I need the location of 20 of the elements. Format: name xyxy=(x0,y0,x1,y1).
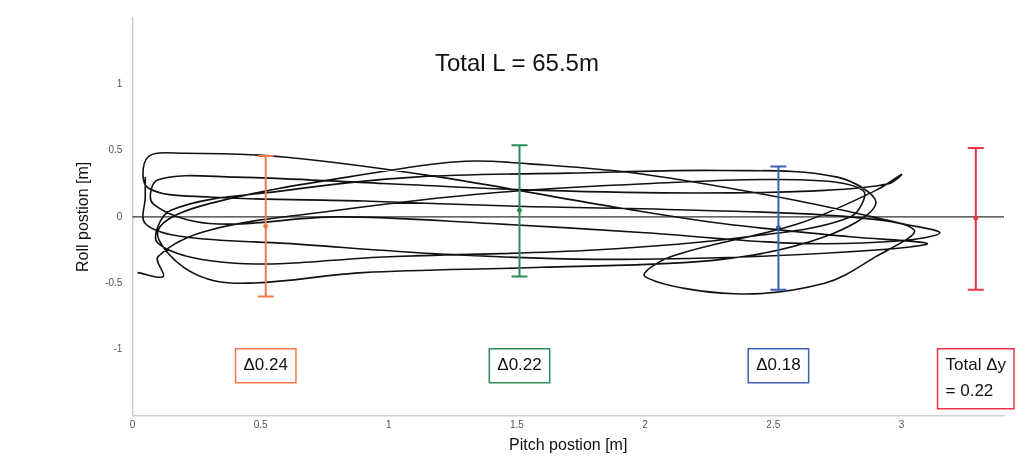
x-tick-label: 1 xyxy=(385,418,392,430)
line-series xyxy=(136,152,941,295)
x-axis-title: Pitch postion [m] xyxy=(509,435,628,453)
x-tick-label: 0.5 xyxy=(253,418,268,430)
y-axis-title: Roll postion [m] xyxy=(74,161,92,273)
y-tick-label: -1 xyxy=(113,343,123,355)
x-tick-label: 0 xyxy=(129,418,136,430)
x-tick-label: 1.5 xyxy=(509,418,525,430)
y-tick-label: -0.5 xyxy=(105,276,123,288)
annotation: Total Δy = 0.22 xyxy=(945,355,1007,401)
annotation: Δ0.24 xyxy=(243,355,288,375)
annotation: Δ0.22 xyxy=(497,355,542,375)
x-tick-label: 2 xyxy=(642,418,649,430)
y-tick-label: 0 xyxy=(116,210,123,222)
annotation: Total L = 65.5m xyxy=(435,49,599,77)
x-tick-label: 2.5 xyxy=(766,418,781,430)
y-tick-label: 0.5 xyxy=(108,144,123,156)
x-tick-label: 3 xyxy=(898,418,905,430)
y-tick-label: 1 xyxy=(116,78,123,90)
annotation: Δ0.18 xyxy=(756,355,801,375)
